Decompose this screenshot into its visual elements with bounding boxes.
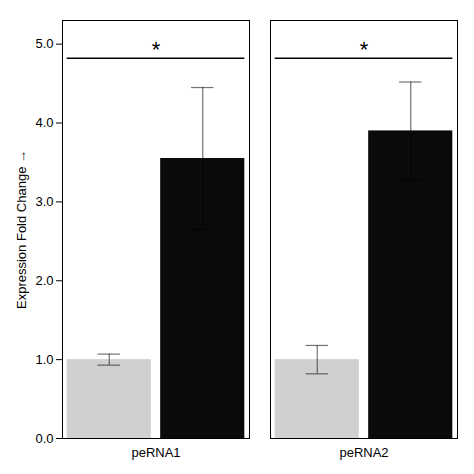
svg-text:4.0: 4.0 bbox=[35, 115, 53, 130]
svg-text:Expression Fold Change →: Expression Fold Change → bbox=[14, 150, 29, 309]
svg-text:peRNA2: peRNA2 bbox=[339, 445, 388, 460]
svg-text:0.0: 0.0 bbox=[35, 431, 53, 446]
svg-text:peRNA1: peRNA1 bbox=[131, 445, 180, 460]
svg-text:1.0: 1.0 bbox=[35, 352, 53, 367]
svg-text:2.0: 2.0 bbox=[35, 273, 53, 288]
svg-text:5.0: 5.0 bbox=[35, 36, 53, 51]
svg-text:3.0: 3.0 bbox=[35, 194, 53, 209]
svg-text:*: * bbox=[360, 37, 369, 62]
svg-text:*: * bbox=[152, 37, 161, 62]
